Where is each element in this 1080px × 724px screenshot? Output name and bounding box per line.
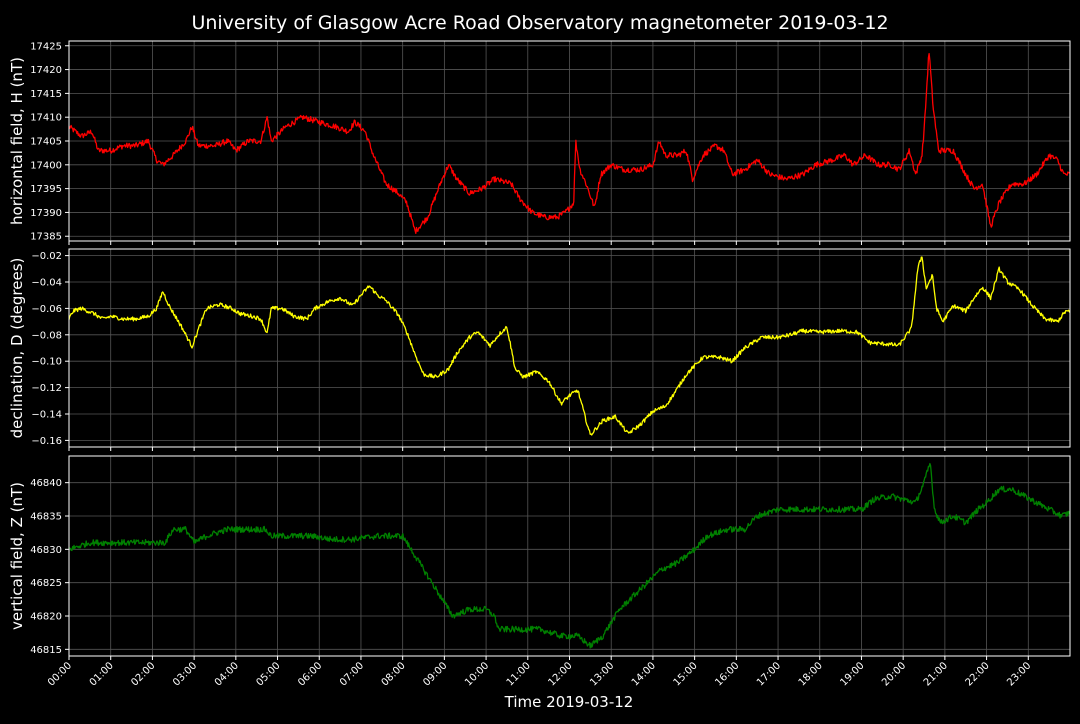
y-tick-label: −0.12: [31, 383, 62, 394]
series-line-D: [68, 256, 1071, 436]
y-tick-label: −0.10: [31, 357, 62, 368]
y-tick-label: 17415: [30, 89, 62, 100]
x-tick-label: 03:00: [171, 660, 199, 688]
y-axis-label-Z: vertical field, Z (nT): [8, 482, 26, 630]
panel-frame: [68, 455, 1071, 657]
x-tick-label: 12:00: [546, 660, 574, 688]
panel-H: 17385 17390 17395 17400 17405 17410 17415 17420…: [8, 40, 1071, 245]
y-tick-label: 46820: [30, 612, 62, 623]
y-tick-label: 46840: [30, 478, 62, 489]
y-tick-label: 17410: [30, 113, 62, 124]
y-tick-label: 46835: [30, 512, 62, 523]
x-tick-label: 04:00: [213, 660, 241, 688]
x-tick-label: 02:00: [129, 660, 157, 688]
x-tick-label: 13:00: [588, 660, 616, 688]
y-axis-label-D: declination, D (degrees): [8, 258, 26, 439]
panel-D: −0.16 −0.14 −0.12 −0.10 −0.08 −0.06 −0.04 −0.02…: [8, 248, 1071, 451]
y-axis-label-H: horizontal field, H (nT): [8, 57, 26, 225]
x-tick-label: 00:00: [46, 660, 74, 688]
panel-frame: [68, 248, 1071, 448]
y-tick-label: −0.02: [31, 251, 62, 262]
x-tick-label: 05:00: [255, 660, 283, 688]
y-tick-label: 46825: [30, 578, 62, 589]
chart-title: University of Glasgow Acre Road Observat…: [191, 12, 888, 34]
x-tick-label: 18:00: [797, 660, 825, 688]
x-tick-label: 07:00: [338, 660, 366, 688]
x-tick-label: 09:00: [421, 660, 449, 688]
y-tick-label: −0.08: [31, 330, 62, 341]
panel-Z: 46815 46820 46825 46830 46835 46840 vertical f…: [8, 455, 1071, 660]
x-tick-label: 17:00: [755, 660, 783, 688]
x-axis-label: Time 2019-03-12: [504, 693, 634, 711]
y-tick-label: −0.14: [31, 410, 62, 421]
x-tick-label: 01:00: [88, 660, 116, 688]
y-tick-label: −0.06: [31, 304, 62, 315]
series-line-H: [68, 52, 1070, 235]
y-tick-label: 17420: [30, 65, 62, 76]
x-tick-label: 21:00: [922, 660, 950, 688]
x-tick-label: 16:00: [713, 660, 741, 688]
x-tick-label: 11:00: [505, 660, 533, 688]
y-tick-label: 17400: [30, 160, 62, 171]
y-tick-label: 17395: [30, 184, 62, 195]
y-tick-label: 17425: [30, 41, 62, 52]
x-tick-label: 19:00: [838, 660, 866, 688]
y-tick-label: 17405: [30, 137, 62, 148]
y-tick-label: 46830: [30, 545, 62, 556]
x-tick-label: 14:00: [630, 660, 658, 688]
panel-frame: [68, 40, 1071, 242]
y-tick-label: −0.16: [31, 436, 62, 447]
x-tick-label: 20:00: [880, 660, 908, 688]
x-tick-label: 23:00: [1005, 660, 1033, 688]
x-tick-label: 06:00: [296, 660, 324, 688]
y-tick-label: 17385: [30, 232, 62, 243]
x-tick-label: 15:00: [672, 660, 700, 688]
x-tick-label: 10:00: [463, 660, 491, 688]
y-tick-label: 17390: [30, 208, 62, 219]
y-tick-label: 46815: [30, 645, 62, 656]
series-line-Z: [68, 462, 1071, 649]
x-tick-label: 08:00: [380, 660, 408, 688]
panels-group: 17385 17390 17395 17400 17405 17410 17415 17420…: [8, 40, 1071, 689]
y-tick-label: −0.04: [31, 278, 62, 289]
x-tick-label: 22:00: [964, 660, 992, 688]
